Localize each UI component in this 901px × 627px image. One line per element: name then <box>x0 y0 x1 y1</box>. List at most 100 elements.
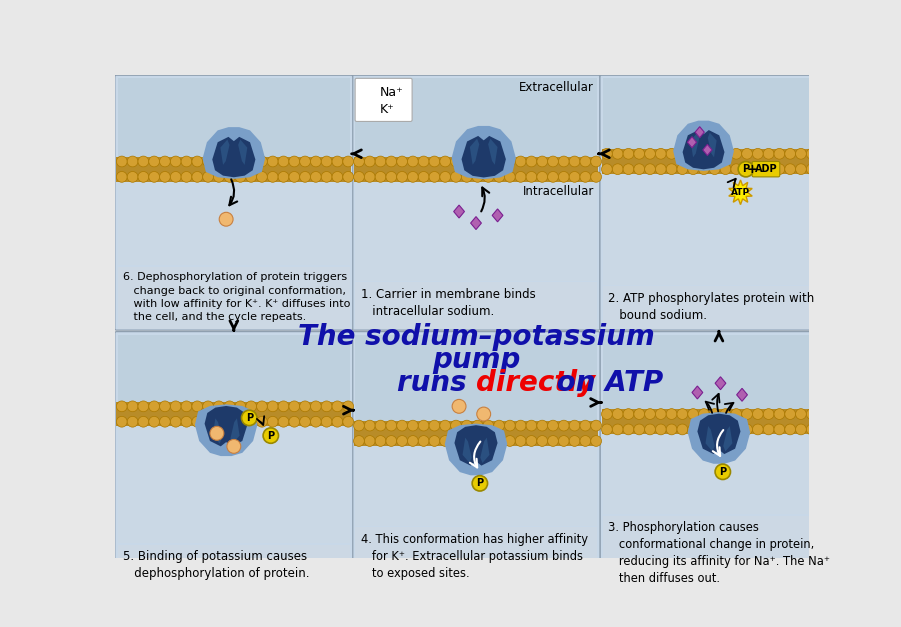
Circle shape <box>322 401 332 412</box>
Polygon shape <box>705 426 714 451</box>
FancyArrowPatch shape <box>230 179 237 205</box>
Circle shape <box>687 424 698 435</box>
Circle shape <box>763 149 774 159</box>
Circle shape <box>817 409 828 419</box>
Bar <box>353 421 598 446</box>
Circle shape <box>375 156 386 167</box>
Polygon shape <box>203 127 265 179</box>
Bar <box>116 157 351 181</box>
Circle shape <box>483 172 494 182</box>
Circle shape <box>214 156 224 167</box>
Circle shape <box>461 420 472 431</box>
Circle shape <box>116 416 127 427</box>
Circle shape <box>353 436 364 446</box>
Circle shape <box>170 416 181 427</box>
Circle shape <box>203 401 214 412</box>
Circle shape <box>613 149 623 159</box>
Circle shape <box>515 156 526 167</box>
Circle shape <box>289 156 300 167</box>
Circle shape <box>342 416 353 427</box>
Circle shape <box>580 172 591 182</box>
Polygon shape <box>221 140 230 165</box>
Circle shape <box>127 156 138 167</box>
Circle shape <box>569 436 580 446</box>
Circle shape <box>806 149 817 159</box>
Bar <box>602 409 836 434</box>
Polygon shape <box>195 404 258 456</box>
Circle shape <box>796 149 806 159</box>
Circle shape <box>235 401 246 412</box>
Circle shape <box>418 420 429 431</box>
Polygon shape <box>238 140 247 165</box>
Polygon shape <box>695 127 705 138</box>
FancyArrowPatch shape <box>712 394 720 411</box>
Circle shape <box>709 164 720 174</box>
Circle shape <box>796 409 806 419</box>
Text: 3. Phosphorylation causes
   conformational change in protein,
   reducing its a: 3. Phosphorylation causes conformational… <box>608 521 831 585</box>
Circle shape <box>752 424 763 435</box>
Circle shape <box>537 156 548 167</box>
Circle shape <box>289 416 300 427</box>
Circle shape <box>526 156 537 167</box>
FancyBboxPatch shape <box>600 332 838 586</box>
FancyArrowPatch shape <box>599 150 609 157</box>
Circle shape <box>386 436 396 446</box>
Circle shape <box>418 156 429 167</box>
Circle shape <box>116 401 127 412</box>
Circle shape <box>364 156 375 167</box>
Circle shape <box>375 172 386 182</box>
Bar <box>603 174 835 285</box>
Circle shape <box>634 409 644 419</box>
Circle shape <box>396 172 407 182</box>
Circle shape <box>342 401 353 412</box>
Polygon shape <box>462 438 472 463</box>
Circle shape <box>569 420 580 431</box>
Circle shape <box>785 424 796 435</box>
Circle shape <box>227 440 241 453</box>
Circle shape <box>300 401 311 412</box>
Circle shape <box>709 409 720 419</box>
Circle shape <box>407 420 418 431</box>
Circle shape <box>181 156 192 167</box>
Circle shape <box>785 409 796 419</box>
Circle shape <box>257 156 268 167</box>
Circle shape <box>246 401 257 412</box>
Circle shape <box>634 149 644 159</box>
Circle shape <box>666 409 677 419</box>
Circle shape <box>666 164 677 174</box>
Circle shape <box>483 156 494 167</box>
Circle shape <box>559 172 569 182</box>
Circle shape <box>353 156 364 167</box>
Circle shape <box>806 424 817 435</box>
Circle shape <box>472 436 483 446</box>
Bar <box>355 181 596 281</box>
Circle shape <box>828 424 839 435</box>
Circle shape <box>785 164 796 174</box>
Circle shape <box>407 436 418 446</box>
Circle shape <box>181 172 192 182</box>
Polygon shape <box>697 414 741 454</box>
Circle shape <box>181 416 192 427</box>
Circle shape <box>591 172 602 182</box>
Polygon shape <box>724 426 733 451</box>
Polygon shape <box>692 386 703 399</box>
Circle shape <box>687 409 698 419</box>
Circle shape <box>235 172 246 182</box>
Circle shape <box>644 409 655 419</box>
Polygon shape <box>454 425 497 466</box>
Circle shape <box>655 424 666 435</box>
Polygon shape <box>365 86 376 98</box>
Circle shape <box>526 172 537 182</box>
Circle shape <box>666 149 677 159</box>
Circle shape <box>559 436 569 446</box>
Circle shape <box>494 172 505 182</box>
Text: 5. Binding of potassium causes
   dephosphorylation of protein.: 5. Binding of potassium causes dephospho… <box>123 551 310 581</box>
Circle shape <box>655 409 666 419</box>
Circle shape <box>332 401 342 412</box>
Circle shape <box>796 424 806 435</box>
Polygon shape <box>673 120 734 171</box>
Circle shape <box>246 172 257 182</box>
Circle shape <box>332 156 342 167</box>
Circle shape <box>738 162 753 177</box>
Circle shape <box>613 164 623 174</box>
